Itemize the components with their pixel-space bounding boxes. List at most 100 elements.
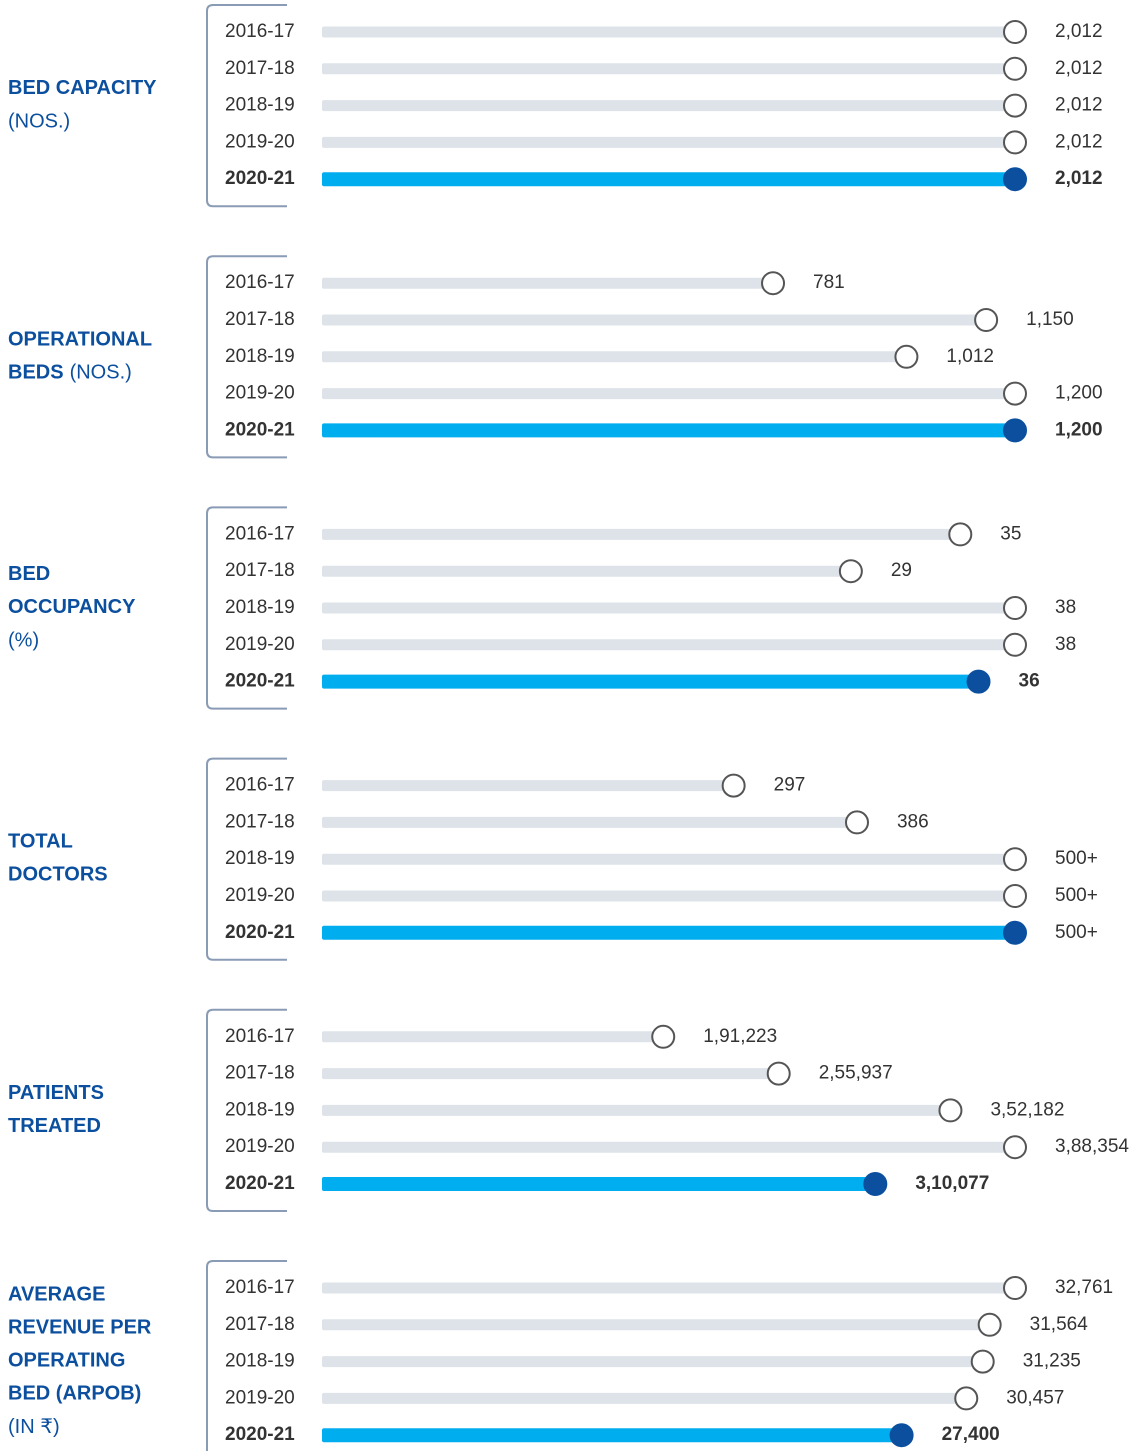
title-line: TREATED (8, 1115, 101, 1137)
bar (322, 388, 1015, 400)
bracket (206, 757, 287, 961)
marker (889, 1423, 914, 1448)
bar (322, 100, 1015, 112)
value-label: 2,012 (1055, 168, 1103, 189)
bar (322, 172, 1015, 187)
value-label: 1,150 (1026, 309, 1074, 330)
bracket (206, 255, 287, 459)
marker (651, 1024, 676, 1049)
marker (938, 1098, 963, 1123)
title-line: BED (8, 563, 50, 585)
category-label: 2018-19 (225, 597, 295, 618)
bar (322, 1428, 902, 1443)
marker (1003, 884, 1027, 908)
category-label: 2016-17 (225, 775, 295, 796)
bar (322, 528, 961, 540)
value-label: 2,012 (1055, 131, 1103, 152)
value-label: 3,88,354 (1055, 1136, 1129, 1157)
title-line: AVERAGE (8, 1284, 105, 1306)
bar (322, 1177, 876, 1191)
value-label: 1,200 (1055, 419, 1103, 440)
category-label: 2016-17 (225, 272, 295, 293)
section-title: TREATED (8, 1115, 101, 1137)
bracket (206, 506, 287, 710)
value-label: 500+ (1055, 848, 1098, 869)
category-label: 2016-17 (225, 1277, 295, 1298)
value-label: 35 (1000, 523, 1021, 544)
marker (1003, 920, 1027, 945)
title-line: OPERATING (8, 1350, 125, 1372)
title-line: BEDS (8, 362, 64, 384)
title-line: BED CAPACITY (8, 77, 157, 99)
value-label: 297 (774, 775, 806, 796)
marker (838, 559, 863, 584)
value-label: 30,457 (1006, 1387, 1064, 1408)
value-label: 2,012 (1055, 95, 1103, 116)
unit: (%) (8, 629, 39, 651)
title-line: REVENUE PER (8, 1317, 152, 1339)
category-label: 2016-17 (225, 21, 295, 42)
marker (863, 1172, 888, 1196)
value-label: 32,761 (1055, 1277, 1113, 1298)
value-label: 1,200 (1055, 383, 1103, 404)
value-label: 31,235 (1023, 1351, 1081, 1372)
category-label: 2017-18 (225, 560, 295, 581)
bar (322, 423, 1015, 438)
bracket (206, 1260, 287, 1451)
bar (322, 1392, 967, 1404)
value-label: 1,91,223 (703, 1026, 777, 1047)
section-title: TOTAL (8, 831, 73, 853)
value-label: 36 (1019, 671, 1040, 692)
title-line: OCCUPANCY (8, 596, 136, 618)
chart: TOTAL DOCTORS 2016-17 297 2017-18 386 2018-19 5… (8, 757, 1098, 961)
marker (1003, 130, 1027, 155)
marker (894, 344, 919, 369)
category-label: 2018-19 (225, 1099, 295, 1120)
bar (322, 1031, 664, 1043)
bar (322, 26, 1015, 38)
marker (977, 1312, 1002, 1337)
value-label: 1,012 (946, 346, 994, 367)
category-label: 2017-18 (225, 309, 295, 330)
value-label: 38 (1055, 634, 1076, 655)
bracket (206, 4, 287, 208)
unit: (IN ₹) (8, 1416, 60, 1438)
section-title: AVERAGE (8, 1284, 105, 1306)
chart: OPERATIONAL BEDS (NOS.) 2016-17 781 2017-18 1,… (8, 255, 1103, 459)
section-title: PATIENTS (8, 1082, 104, 1104)
category-label: 2020-21 (225, 671, 295, 692)
bar (322, 853, 1015, 865)
category-label: 2016-17 (225, 1026, 295, 1047)
category-label: 2018-19 (225, 346, 295, 367)
value-label: 31,564 (1030, 1314, 1089, 1335)
section-title: BED (8, 563, 50, 585)
category-label: 2019-20 (225, 634, 295, 655)
marker (766, 1061, 791, 1086)
bar (322, 351, 907, 363)
category-label: 2019-20 (225, 1387, 295, 1408)
marker (1003, 596, 1027, 620)
category-label: 2018-19 (225, 1351, 295, 1372)
category-label: 2020-21 (225, 922, 295, 943)
value-label: 781 (813, 272, 845, 293)
bar (322, 602, 1015, 614)
marker (948, 522, 973, 547)
marker (844, 810, 869, 835)
chart: BED OCCUPANCY (%) 2016-17 35 2017-18 29 2018-19… (8, 506, 1076, 710)
section-title: OCCUPANCY (8, 596, 136, 618)
category-label: 2017-18 (225, 811, 295, 832)
category-label: 2017-18 (225, 1314, 295, 1335)
value-label: 3,52,182 (990, 1099, 1064, 1120)
value-label: 27,400 (942, 1424, 1000, 1445)
bar (322, 1319, 990, 1331)
marker (761, 271, 786, 296)
marker (1003, 56, 1027, 81)
category-label: 2020-21 (225, 419, 295, 440)
value-label: 3,10,077 (915, 1173, 989, 1194)
chart: AVERAGE REVENUE PER OPERATING BED (ARPOB) (I… (8, 1260, 1113, 1451)
section-title: DOCTORS (8, 864, 108, 886)
title-line: TOTAL (8, 831, 73, 853)
bar (322, 639, 1015, 651)
section-title: OPERATIONAL (8, 329, 152, 351)
